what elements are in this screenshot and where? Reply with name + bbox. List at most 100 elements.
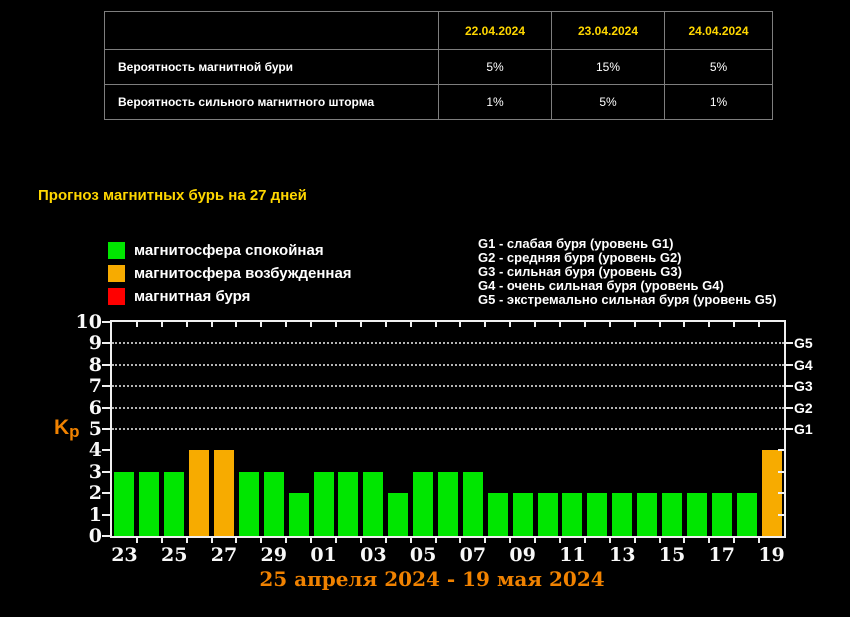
axis-tick: [786, 406, 793, 409]
axis-tick: [633, 538, 636, 543]
kp-bar: [214, 450, 234, 536]
x-tick-label: 27: [210, 544, 238, 566]
axis-tick: [708, 538, 711, 543]
axis-tick: [102, 449, 110, 452]
kp-bar: [686, 493, 707, 536]
axis-tick: [102, 363, 110, 366]
date-column-header: 22.04.2024: [438, 11, 552, 50]
storm-level-line: G1 - слабая буря (уровень G1): [478, 236, 674, 251]
axis-tick: [608, 322, 611, 327]
x-tick-label: 17: [708, 544, 735, 566]
storm-level-line: G4 - очень сильная буря (уровень G4): [478, 278, 724, 293]
kp-bar: [562, 493, 583, 536]
kp-bar: [139, 471, 160, 536]
y-tick-label: 2: [88, 482, 102, 505]
storm-level-line: G5 - экстремально сильная буря (уровень …: [478, 292, 777, 307]
gridline-g3: [112, 385, 784, 388]
axis-tick: [786, 363, 793, 366]
probability-value: 1%: [664, 84, 773, 120]
axis-tick: [359, 322, 362, 327]
probability-row-label: Вероятность магнитной бури: [104, 49, 439, 85]
axis-tick: [102, 428, 110, 430]
axis-tick: [484, 322, 487, 327]
axis-tick: [310, 538, 313, 543]
axis-tick: [335, 538, 337, 543]
axis-tick: [509, 538, 512, 543]
axis-tick: [758, 538, 761, 543]
axis-tick: [210, 538, 213, 543]
kp-bar: [637, 493, 658, 536]
excited-magnetosphere-swatch: [108, 265, 125, 282]
axis-tick: [135, 322, 138, 327]
axis-tick: [135, 538, 138, 543]
axis-tick: [683, 538, 686, 543]
kp-bar: [114, 471, 135, 536]
axis-tick: [786, 342, 793, 345]
y-tick-label: 4: [88, 439, 102, 462]
x-tick-label: 15: [658, 544, 686, 566]
axis-tick: [285, 538, 288, 543]
storm-level-line: G3 - сильная буря (уровень G3): [478, 264, 682, 279]
axis-tick: [335, 322, 337, 327]
gridline-g2: [112, 406, 784, 409]
axis-tick: [459, 538, 462, 543]
axis-tick: [384, 322, 387, 327]
axis-tick: [778, 449, 784, 452]
axis-tick: [409, 538, 412, 543]
x-tick-label: 25: [160, 544, 188, 566]
chart-date-range-title: 25 апреля 2024 - 19 мая 2024: [259, 567, 605, 591]
y-tick-label: 8: [88, 353, 102, 376]
axis-tick: [733, 322, 736, 327]
kp-forecast-plot-area: [110, 320, 786, 538]
axis-tick: [235, 538, 238, 543]
axis-tick: [384, 538, 387, 543]
axis-tick: [459, 322, 462, 327]
kp-bar: [238, 471, 259, 536]
axis-tick: [102, 535, 110, 537]
y-tick-label: 10: [75, 311, 102, 333]
x-tick-label: 19: [758, 544, 785, 566]
axis-tick: [185, 322, 188, 327]
axis-tick: [786, 428, 793, 430]
axis-tick: [185, 538, 188, 543]
kp-bar: [512, 493, 533, 536]
axis-tick: [633, 322, 636, 327]
axis-tick: [409, 322, 412, 327]
axis-tick: [583, 322, 586, 327]
axis-tick: [160, 538, 163, 543]
axis-tick: [102, 492, 110, 495]
y-tick-label: 5: [88, 418, 102, 440]
kp-bar: [338, 471, 359, 536]
axis-tick: [683, 322, 686, 327]
g-level-label: G5: [794, 335, 813, 352]
storm-level-definitions: G1 - слабая буря (уровень G1) G2 - средн…: [478, 237, 776, 307]
kp-bar: [462, 471, 483, 536]
table-header-row: 22.04.2024 23.04.2024 24.04.2024: [104, 11, 773, 50]
axis-tick: [102, 470, 110, 473]
x-tick-label: 07: [459, 544, 487, 566]
magnetic-storm-swatch: [108, 288, 125, 305]
axis-tick: [583, 538, 586, 543]
x-tick-label: 13: [608, 544, 636, 566]
axis-tick: [260, 538, 263, 543]
axis-tick: [359, 538, 362, 543]
axis-tick: [434, 538, 437, 543]
g-level-label: G2: [794, 399, 813, 416]
y-tick-label: 7: [88, 375, 102, 398]
gridline-g4: [112, 363, 784, 366]
kp-bar: [189, 450, 210, 536]
axis-tick: [786, 385, 793, 388]
forecast-section-title: Прогноз магнитных бурь на 27 дней: [38, 187, 307, 204]
x-tick-label: 23: [111, 544, 138, 566]
x-tick-label: 01: [310, 544, 337, 566]
kp-bar: [313, 471, 334, 536]
x-tick-label: 29: [260, 544, 287, 566]
axis-tick: [733, 538, 736, 543]
axis-tick: [160, 322, 163, 327]
legend-label: магнитосфера спокойная: [134, 242, 324, 259]
axis-tick: [210, 322, 213, 327]
probability-value: 5%: [551, 84, 665, 120]
y-tick-label: 3: [88, 460, 102, 483]
y-tick-label: 6: [88, 396, 102, 419]
legend-item-quiet: магнитосфера спокойная: [108, 239, 352, 262]
